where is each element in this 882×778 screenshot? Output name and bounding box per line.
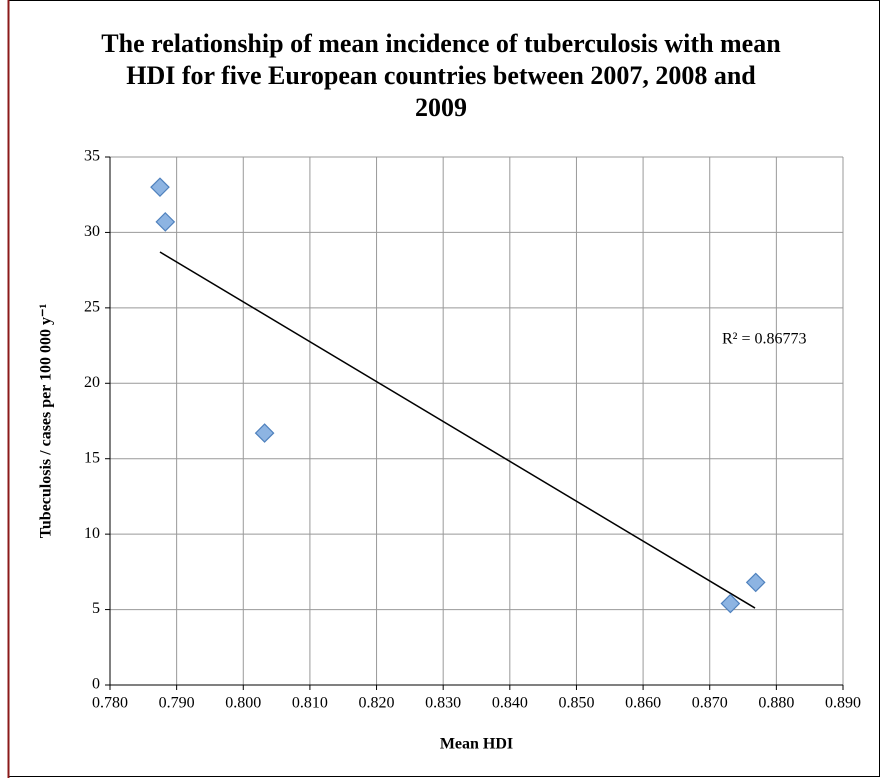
- x-tick-label: 0.880: [758, 695, 794, 712]
- x-tick-label: 0.780: [92, 695, 128, 712]
- x-axis-label: Mean HDI: [440, 736, 513, 753]
- y-tick-label: 10: [84, 525, 100, 542]
- y-tick-label: 30: [84, 223, 100, 240]
- x-tick-label: 0.890: [825, 695, 861, 712]
- y-axis-label: Tubeculosis / cases per 100 000 y⁻¹: [38, 304, 55, 539]
- y-tick-label: 0: [92, 676, 100, 693]
- y-tick-label: 25: [84, 299, 100, 316]
- y-tick-label: 15: [84, 449, 100, 466]
- annotation: R² = 0.86773: [722, 331, 807, 348]
- x-tick-label: 0.850: [558, 695, 594, 712]
- point: [254, 423, 275, 443]
- x-tick-label: 0.840: [492, 695, 528, 712]
- y-tick-label: 35: [84, 148, 100, 165]
- y-tick-label: 5: [92, 600, 100, 617]
- x-tick-label: 0.870: [692, 695, 728, 712]
- point: [745, 572, 766, 593]
- chart-title: The relationship of mean incidence of tu…: [101, 29, 781, 122]
- x-tick-label: 0.820: [359, 695, 395, 712]
- x-tick-label: 0.790: [159, 695, 195, 712]
- x-tick-label: 0.800: [225, 695, 261, 712]
- x-tick-label: 0.810: [292, 695, 328, 712]
- point: [720, 593, 741, 614]
- x-tick-label: 0.860: [625, 695, 661, 712]
- y-tick-label: 20: [84, 374, 100, 391]
- trendline: [159, 251, 756, 609]
- x-tick-label: 0.830: [425, 695, 461, 712]
- point: [155, 212, 176, 232]
- point: [150, 177, 170, 198]
